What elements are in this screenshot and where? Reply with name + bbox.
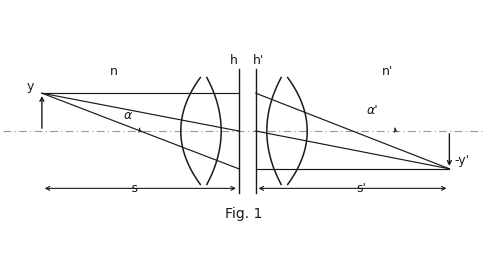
Text: n': n' <box>382 64 393 78</box>
Text: α: α <box>123 109 132 122</box>
Text: -y': -y' <box>454 155 469 167</box>
Text: Fig. 1: Fig. 1 <box>225 207 263 221</box>
Text: h': h' <box>253 54 264 67</box>
Text: n: n <box>110 64 118 78</box>
Text: s': s' <box>356 182 366 195</box>
Text: y: y <box>27 80 34 93</box>
Text: h: h <box>230 54 238 67</box>
Text: α': α' <box>366 104 378 117</box>
Text: -s: -s <box>128 182 139 195</box>
